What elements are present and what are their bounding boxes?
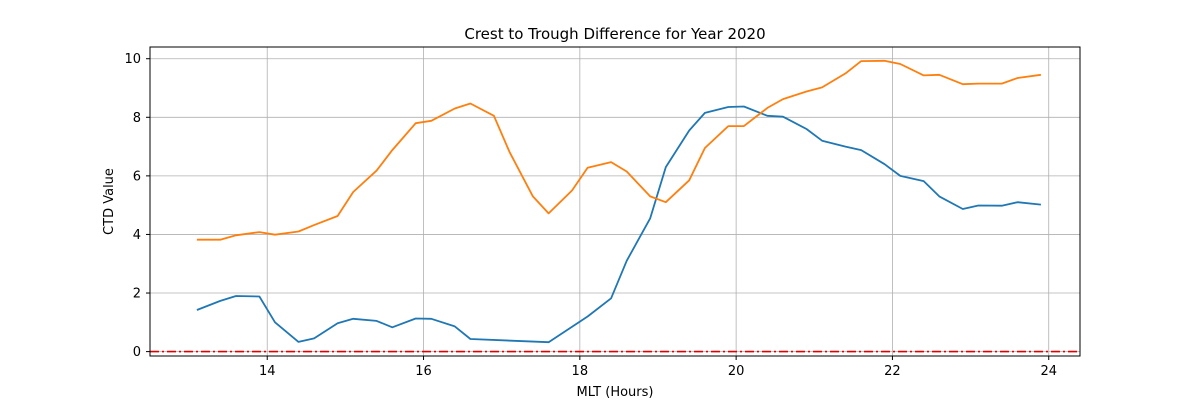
x-tick-label: 16 <box>415 364 432 379</box>
x-axis-label: MLT (Hours) <box>577 385 654 400</box>
x-tick-label: 22 <box>884 364 901 379</box>
y-axis-label: CTD Value <box>102 168 117 235</box>
y-tick-label: 2 <box>133 287 141 302</box>
x-tick-label: 18 <box>572 364 589 379</box>
series-line-2 <box>196 59 1042 241</box>
grid <box>150 47 1080 356</box>
y-tick-label: 6 <box>133 169 141 184</box>
x-axis-ticks: 14 16 18 20 22 24 <box>259 356 1057 379</box>
x-tick-label: 24 <box>1040 364 1057 379</box>
y-axis-ticks: 0 2 4 6 8 10 <box>124 52 150 360</box>
plot-area-frame <box>149 46 1081 357</box>
y-tick-label: 8 <box>133 111 141 126</box>
chart-title: Crest to Trough Difference for Year 2020 <box>464 25 765 43</box>
series-line-1 <box>196 105 1041 344</box>
x-tick-label: 14 <box>259 364 276 379</box>
y-tick-label: 0 <box>133 345 141 360</box>
series-layer <box>196 59 1042 344</box>
y-tick-label: 4 <box>133 228 141 243</box>
x-tick-label: 20 <box>728 364 745 379</box>
y-tick-label: 10 <box>124 52 141 67</box>
